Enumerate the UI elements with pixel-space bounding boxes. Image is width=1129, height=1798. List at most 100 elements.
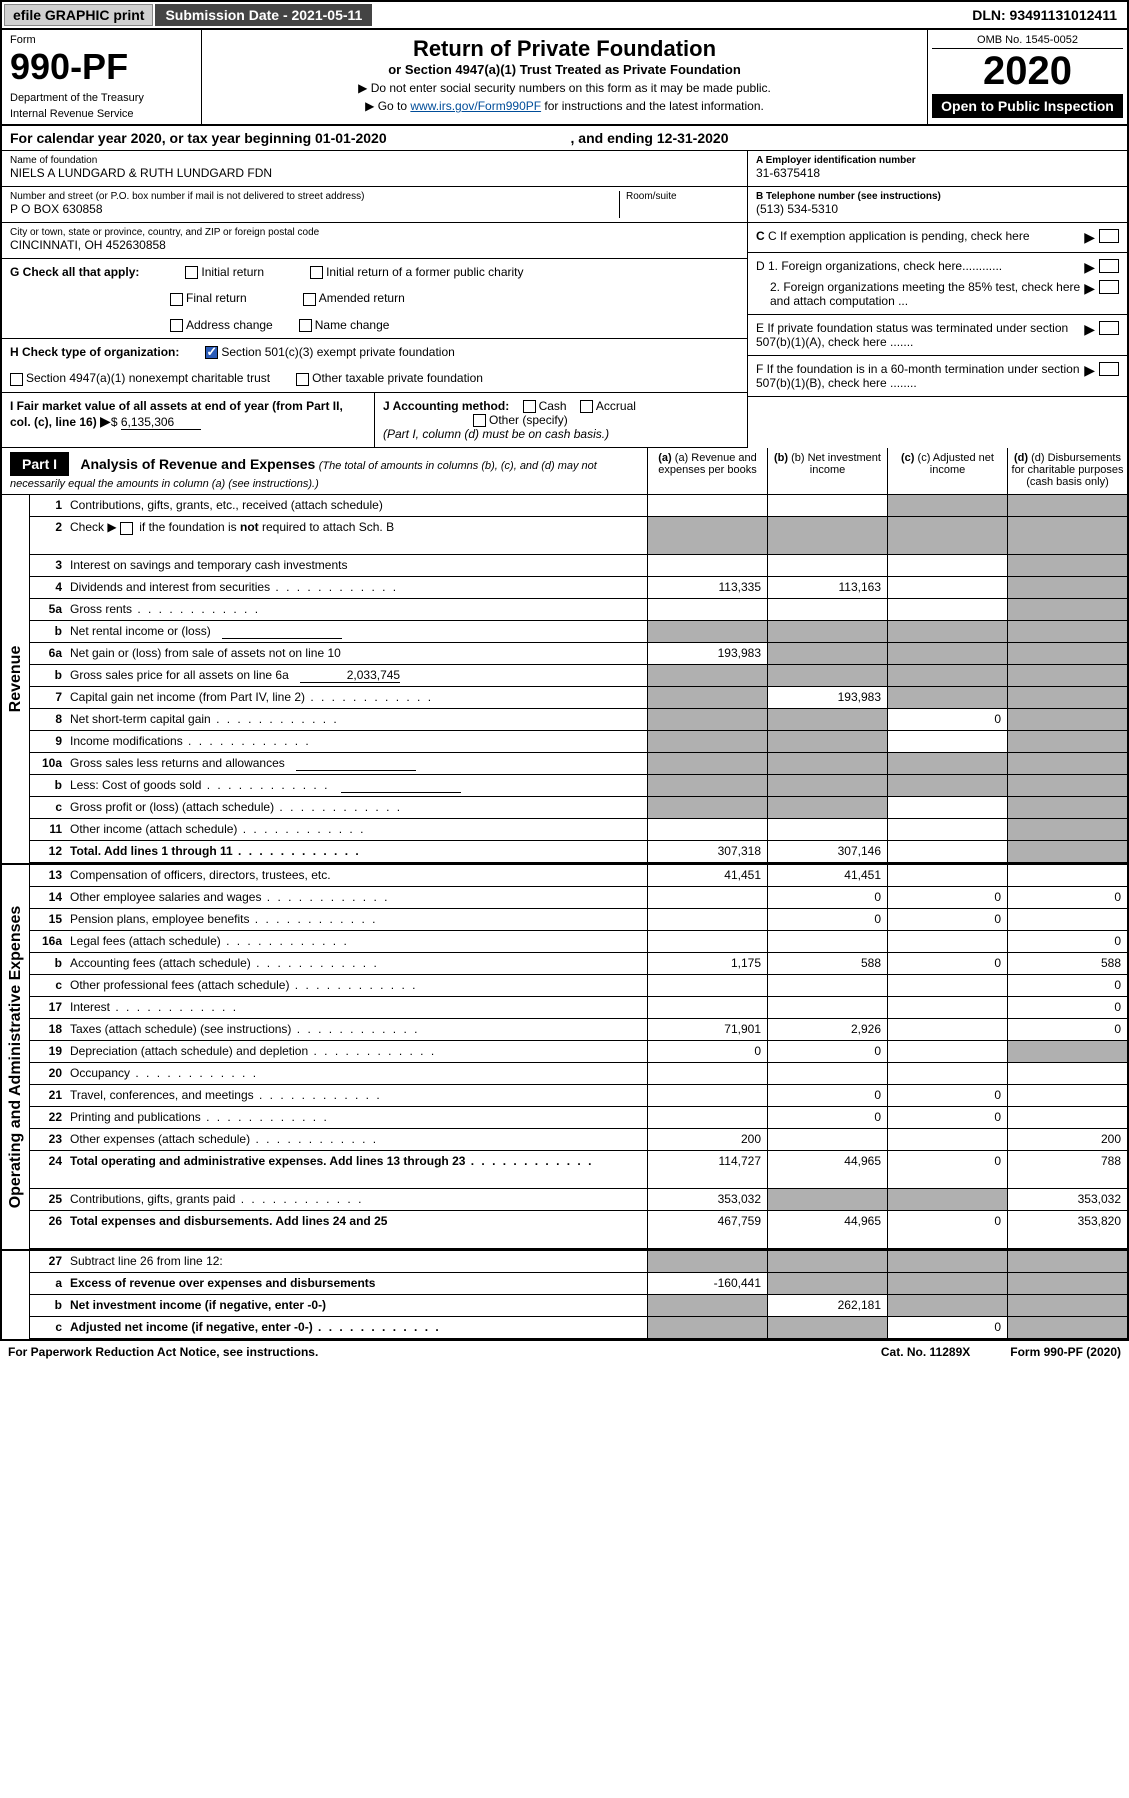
cell-shaded [1007, 841, 1127, 862]
cell-shaded [767, 665, 887, 686]
cell-value [887, 865, 1007, 886]
checkbox-other-method[interactable] [473, 414, 486, 427]
cell-shaded [1007, 643, 1127, 664]
submission-date: Submission Date - 2021-05-11 [155, 4, 372, 26]
foundation-name-cell: Name of foundation NIELS A LUNDGARD & RU… [2, 151, 747, 187]
cell-shaded [1007, 495, 1127, 516]
cell-shaded [647, 1317, 767, 1338]
footer-left: For Paperwork Reduction Act Notice, see … [8, 1345, 318, 1359]
cell-shaded [647, 775, 767, 796]
row-desc: Adjusted net income (if negative, enter … [66, 1317, 647, 1338]
expense-rows: 13Compensation of officers, directors, t… [30, 865, 1127, 1249]
cell-shaded [767, 709, 887, 730]
d-foreign: D 1. Foreign organizations, check here..… [748, 253, 1127, 315]
cell-shaded [1007, 819, 1127, 840]
checkbox-cash[interactable] [523, 400, 536, 413]
expenses-section: Operating and Administrative Expenses 13… [2, 863, 1127, 1249]
cell-shaded [1007, 599, 1127, 620]
cell-value [887, 1063, 1007, 1084]
row-desc: Contributions, gifts, grants, etc., rece… [66, 495, 647, 516]
expenses-vert-label: Operating and Administrative Expenses [2, 865, 30, 1249]
checkbox-501c3[interactable] [205, 346, 218, 359]
table-row: bNet investment income (if negative, ent… [30, 1295, 1127, 1317]
cell-value: 0 [887, 887, 1007, 908]
checkbox-name-change[interactable] [299, 319, 312, 332]
row-desc: Printing and publications [66, 1107, 647, 1128]
cell-shaded [1007, 1273, 1127, 1294]
cell-value [647, 819, 767, 840]
form-title: Return of Private Foundation [208, 36, 921, 62]
h-label: H Check type of organization: [10, 345, 179, 359]
checkbox-initial-former[interactable] [310, 266, 323, 279]
cell-shaded [887, 1189, 1007, 1210]
checkbox-initial[interactable] [185, 266, 198, 279]
cell-shaded [767, 1189, 887, 1210]
cell-value [767, 495, 887, 516]
table-row: bGross sales price for all assets on lin… [30, 665, 1127, 687]
cell-value: 0 [767, 1085, 887, 1106]
cell-value: 0 [887, 1107, 1007, 1128]
table-row: 23Other expenses (attach schedule)200200 [30, 1129, 1127, 1151]
cell-value: 0 [887, 1151, 1007, 1188]
cell-shaded [767, 731, 887, 752]
checkbox-c[interactable] [1099, 229, 1119, 243]
revenue-section: Revenue 1Contributions, gifts, grants, e… [2, 495, 1127, 863]
cell-value: 1,175 [647, 953, 767, 974]
row-desc: Net gain or (loss) from sale of assets n… [66, 643, 647, 664]
cell-shaded [767, 797, 887, 818]
arrow-icon: ▶ [1084, 321, 1095, 338]
form-number: 990-PF [10, 46, 193, 88]
table-row: 11Other income (attach schedule) [30, 819, 1127, 841]
row-number: a [30, 1273, 66, 1294]
checkbox-other-taxable[interactable] [296, 373, 309, 386]
checkbox-accrual[interactable] [580, 400, 593, 413]
checkbox-4947[interactable] [10, 373, 23, 386]
cell-value [647, 887, 767, 908]
row-desc: Check ▶ if the foundation is not require… [66, 517, 647, 554]
e-terminated: E If private foundation status was termi… [748, 315, 1127, 356]
row-number: 18 [30, 1019, 66, 1040]
cell-value [887, 599, 1007, 620]
cell-shaded [887, 753, 1007, 774]
table-row: 14Other employee salaries and wages000 [30, 887, 1127, 909]
row-desc: Interest on savings and temporary cash i… [66, 555, 647, 576]
cell-value: 44,965 [767, 1211, 887, 1248]
cell-value: 467,759 [647, 1211, 767, 1248]
table-row: 12Total. Add lines 1 through 11307,31830… [30, 841, 1127, 863]
row-desc: Accounting fees (attach schedule) [66, 953, 647, 974]
checkbox-d1[interactable] [1099, 259, 1119, 273]
cell-shaded [887, 775, 1007, 796]
checkbox-amended[interactable] [303, 293, 316, 306]
part1-label: Part I [10, 452, 69, 476]
address-cell: Number and street (or P.O. box number if… [2, 187, 747, 223]
checkbox-d2[interactable] [1099, 280, 1119, 294]
cell-shaded [887, 1295, 1007, 1316]
row-number: 11 [30, 819, 66, 840]
cell-shaded [767, 775, 887, 796]
table-row: 1Contributions, gifts, grants, etc., rec… [30, 495, 1127, 517]
row-desc: Other employee salaries and wages [66, 887, 647, 908]
cell-shaded [767, 621, 887, 642]
checkbox-e[interactable] [1099, 321, 1119, 335]
row-number: 13 [30, 865, 66, 886]
col-c-header: (c) (c) Adjusted net income [887, 448, 1007, 494]
cell-value: -160,441 [647, 1273, 767, 1294]
checkbox-f[interactable] [1099, 362, 1119, 376]
efile-print-button[interactable]: efile GRAPHIC print [4, 4, 153, 26]
cell-shaded [887, 621, 1007, 642]
cell-value [767, 819, 887, 840]
row-number: 7 [30, 687, 66, 708]
form-label: Form [10, 34, 193, 46]
arrow-icon: ▶ [1084, 259, 1095, 276]
table-row: cGross profit or (loss) (attach schedule… [30, 797, 1127, 819]
irs-link[interactable]: www.irs.gov/Form990PF [410, 99, 541, 113]
cell-value: 113,335 [647, 577, 767, 598]
checkbox-final[interactable] [170, 293, 183, 306]
cell-value [1007, 909, 1127, 930]
checkbox-addr-change[interactable] [170, 319, 183, 332]
cell-shaded [1007, 1295, 1127, 1316]
cell-value [767, 975, 887, 996]
part1-header-row: Part I Analysis of Revenue and Expenses … [2, 448, 1127, 495]
cell-shaded [767, 517, 887, 554]
row-number: 2 [30, 517, 66, 554]
